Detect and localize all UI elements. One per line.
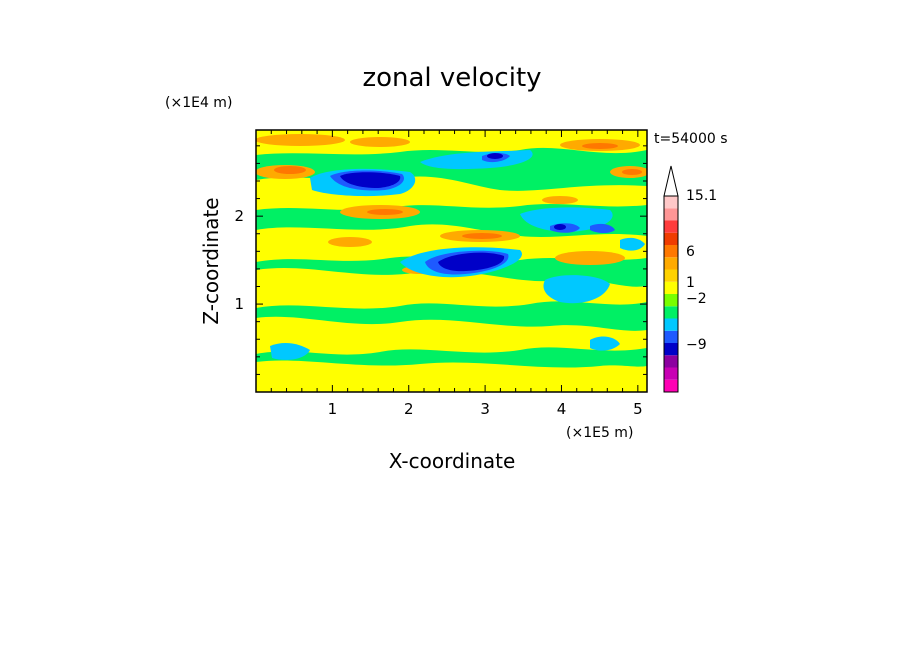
colorbar-segment — [664, 232, 678, 245]
colorbar-segment — [664, 379, 678, 392]
plot-frame — [255, 129, 648, 393]
colorbar-overflow-triangle — [663, 165, 679, 197]
colorbar: 15.1 6 1−2 −9 — [663, 165, 717, 393]
colorbar-segment — [664, 330, 678, 343]
colorbar-segment — [664, 343, 678, 356]
colorbar-segment — [664, 294, 678, 307]
y-axis-label: Z-coordinate — [199, 197, 223, 324]
y-axis: 12 — [234, 145, 647, 375]
chart-title: zonal velocity — [362, 63, 541, 93]
colorbar-segment — [664, 367, 678, 380]
colorbar-segment — [664, 306, 678, 319]
colorbar-segment — [664, 196, 678, 209]
colorbar-segment — [664, 208, 678, 221]
x-tick-label: 2 — [404, 400, 414, 418]
plot-area — [256, 130, 647, 392]
time-label: t=54000 s — [654, 131, 728, 147]
colorbar-label: 15.1 — [686, 188, 717, 204]
colorbar-label: −9 — [686, 337, 707, 353]
colorbar-label: −2 — [686, 291, 707, 307]
colorbar-segment — [664, 269, 678, 282]
x-tick-label: 4 — [557, 400, 567, 418]
colorbar-segment — [664, 257, 678, 270]
colorbar-segment — [664, 355, 678, 368]
y-multiplier-label: (×1E4 m) — [165, 95, 232, 111]
colorbar-segment — [664, 220, 678, 233]
y-tick-label: 2 — [234, 207, 244, 225]
x-axis: 1 2 3 4 5 — [270, 130, 643, 418]
red-orange-contours — [274, 143, 642, 239]
x-tick-label: 5 — [633, 400, 643, 418]
colorbar-label: 6 — [686, 244, 695, 260]
x-tick-label: 3 — [480, 400, 490, 418]
x-axis-label: X-coordinate — [389, 449, 516, 473]
colorbar-segment — [664, 245, 678, 258]
x-tick-label: 1 — [328, 400, 338, 418]
colorbar-segment — [664, 281, 678, 294]
colorbar-label: 1 — [686, 275, 695, 291]
dark-blue-contours — [340, 153, 566, 272]
x-multiplier-label: (×1E5 m) — [566, 425, 633, 441]
y-tick-label: 1 — [234, 295, 244, 313]
colorbar-segment — [664, 318, 678, 331]
